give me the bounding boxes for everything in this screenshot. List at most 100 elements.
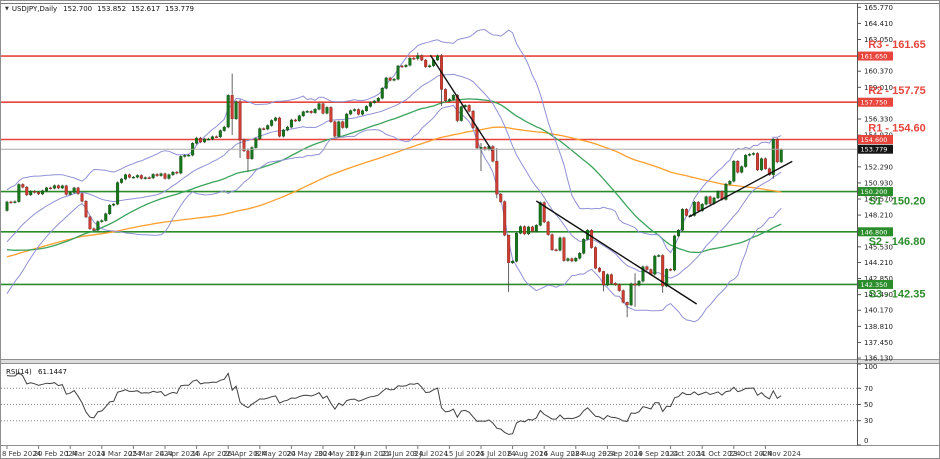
trendline-aug-oct-decline[interactable]: [535, 200, 698, 305]
candle-wicks: [6, 52, 782, 318]
candle-body: [522, 226, 526, 235]
candle-body: [400, 65, 404, 68]
candle-body: [199, 137, 203, 143]
candle-body: [459, 106, 463, 121]
candle-body: [210, 136, 214, 140]
candle-body: [388, 77, 392, 81]
panel-divider[interactable]: [1, 359, 940, 364]
price-axis-tick-label: 148.210: [864, 212, 893, 220]
date-axis-label: 11 Oct 2024: [697, 450, 741, 458]
candle-body: [37, 192, 41, 195]
candle-body: [120, 178, 124, 183]
date-axis-label: 3 Jul 2024: [413, 450, 449, 458]
candle-body: [736, 161, 740, 173]
axis-badge-R1: [858, 134, 893, 144]
candle-body: [404, 64, 408, 67]
panel-borders: [1, 3, 940, 446]
candle-body: [633, 283, 637, 286]
price-axis-tick-label: 152.290: [864, 163, 893, 171]
candle-body: [112, 203, 116, 206]
rsi-axis-tick-label: 100: [864, 363, 877, 371]
collapse-arrow-icon[interactable]: ▼: [5, 6, 9, 12]
bollinger-lower-band: [6, 104, 782, 323]
candle-body: [767, 168, 771, 175]
axis-badge-R2: [858, 97, 893, 107]
candle-body: [60, 185, 64, 189]
ohlc-high: 153.852: [97, 5, 127, 13]
candle-body: [329, 107, 333, 122]
candle-body: [9, 201, 13, 204]
candle-body: [503, 201, 507, 236]
candle-body: [278, 117, 282, 137]
level-label-S2: S2 - 146.80: [869, 236, 926, 248]
candle-body: [353, 109, 357, 111]
candle-body: [550, 234, 554, 250]
candle-body: [684, 209, 688, 216]
candle-body: [163, 173, 167, 179]
candle-body: [135, 175, 139, 178]
level-label-R3: R3 - 161.65: [868, 39, 925, 51]
axis-badge-text-S3: 142.350: [861, 281, 888, 289]
trendline-oct-nov-rising[interactable]: [688, 160, 793, 218]
candle-body: [708, 196, 712, 204]
candle-body: [566, 258, 570, 261]
candle-body: [763, 158, 767, 169]
candle-body: [680, 209, 684, 231]
chart-title: ▼ USDJPY,Daily 152.700 153.852 152.617 1…: [5, 5, 199, 13]
candle-body: [333, 121, 337, 137]
candle-body: [645, 266, 649, 270]
candle-body: [218, 130, 222, 138]
candle-body: [408, 57, 412, 66]
trendline-july-decline[interactable]: [429, 54, 493, 152]
candle-body: [242, 139, 246, 152]
price-axis-tick-label: 164.410: [864, 20, 893, 28]
ma-fast-line: [6, 98, 782, 254]
candle-body: [100, 220, 104, 222]
candle-body: [72, 187, 76, 193]
candle-body: [309, 111, 313, 113]
candle-body: [570, 258, 574, 262]
candle-body: [337, 121, 341, 137]
candle-body: [661, 255, 665, 287]
candle-body: [637, 280, 641, 286]
candle-body: [412, 57, 416, 60]
rsi-panel: [1, 372, 857, 435]
candle-body: [756, 153, 760, 171]
rsi-axis-tick-label: 0: [864, 437, 868, 445]
candle-body: [495, 160, 499, 195]
price-axis-tick-label: 136.130: [864, 355, 893, 363]
date-axis-label: 16 Apr 2024: [192, 450, 236, 458]
candle-body: [748, 154, 752, 156]
candle-body: [625, 302, 629, 306]
candle-body: [226, 95, 230, 128]
candle-body: [56, 185, 60, 189]
candle-body: [665, 269, 669, 287]
date-axis-label: 15 Jul 2024: [444, 450, 484, 458]
ohlc-open: 152.700: [63, 5, 93, 13]
candle-body: [613, 283, 617, 285]
candle-body: [447, 99, 451, 101]
candle-body: [195, 137, 199, 144]
candle-body: [380, 88, 384, 99]
date-axis-label: 4 Apr 2024: [160, 450, 199, 458]
candle-body: [293, 119, 297, 122]
candle-body: [515, 233, 519, 262]
candle-body: [317, 103, 321, 110]
candle-body: [716, 191, 720, 199]
candle-body: [601, 271, 605, 286]
candle-body: [123, 174, 127, 180]
bear-candles: [9, 55, 779, 306]
candle-body: [17, 184, 21, 202]
candle-body: [297, 115, 301, 121]
candle-body: [5, 201, 9, 211]
axis-badge-text-R2: 157.750: [861, 99, 888, 107]
candle-body: [574, 258, 578, 262]
candle-body: [598, 267, 602, 272]
axis-badge-text-S1: 150.200: [861, 188, 888, 196]
candle-body: [728, 181, 732, 185]
date-axis-label: 8 Feb 2024: [2, 450, 42, 458]
date-axis-label: 1 Mar 2024: [65, 450, 105, 458]
